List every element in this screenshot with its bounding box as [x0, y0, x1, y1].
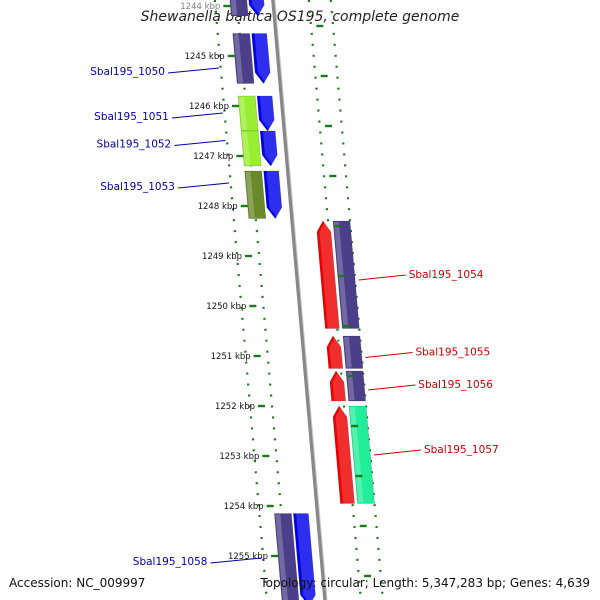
Sbal195_1056-gene-arrow[interactable]: [329, 370, 349, 402]
feature-label-Sbal195_1056[interactable]: Sbal195_1056: [418, 379, 493, 391]
Sbal195_1055-homolog-block: [342, 335, 364, 369]
left-outer-guide: [213, 0, 268, 600]
label-leader-line: [373, 449, 421, 456]
accession-label: Accession: NC_009997: [9, 576, 146, 590]
feature-Sbal195_1051[interactable]: [237, 95, 277, 132]
feature-label-Sbal195_1052[interactable]: Sbal195_1052: [97, 139, 172, 151]
feature-gene-top[interactable]: [228, 0, 267, 17]
feature-label-Sbal195_1058[interactable]: Sbal195_1058: [133, 556, 208, 568]
Sbal195_1054-gene-arrow[interactable]: [316, 220, 342, 329]
feature-label-Sbal195_1053[interactable]: Sbal195_1053: [100, 181, 175, 193]
backbone: [271, 0, 328, 600]
tick-label: 1250 kbp: [206, 302, 246, 312]
Sbal195_1057-gene-arrow[interactable]: [332, 405, 358, 504]
label-leader-line: [177, 182, 229, 189]
right-inner-guide: [307, 0, 362, 600]
tick-label: 1247 kbp: [193, 152, 233, 162]
tick-label: 1246 kbp: [189, 102, 229, 112]
feature-Sbal195_1056[interactable]: [329, 370, 366, 402]
Sbal195_1050-gene-arrow[interactable]: [251, 33, 273, 85]
tick-label: 1249 kbp: [202, 252, 242, 262]
Sbal195_1058-gene-arrow[interactable]: [293, 513, 319, 600]
label-leader-line: [174, 140, 226, 146]
tick-label: 1252 kbp: [215, 402, 255, 412]
scale-ticks: 1244 kbp 1245 kbp 1246 kbp 1247 kbp 1248 kbp…: [180, 2, 372, 578]
map-title: Shewanella baltica OS195, complete genom…: [140, 9, 460, 25]
feature-Sbal195_1053[interactable]: [244, 170, 285, 220]
tick-label: 1245 kbp: [185, 52, 225, 62]
feature-Sbal195_1052[interactable]: [240, 130, 280, 167]
Sbal195_1057-homolog-block: [348, 405, 375, 504]
feature-Sbal195_1050[interactable]: [232, 33, 273, 85]
label-leader-line: [368, 384, 416, 391]
feature-label-Sbal195_1057[interactable]: Sbal195_1057: [424, 444, 499, 456]
backbone-line: [271, 0, 327, 600]
feature-Sbal195_1054[interactable]: [316, 220, 360, 329]
Sbal195_1053-gene-arrow[interactable]: [263, 170, 285, 220]
tick-label: 1253 kbp: [219, 452, 259, 462]
label-leader-line: [365, 352, 413, 358]
genome-summary: Topology: circular; Length: 5,347,283 bp…: [260, 576, 590, 590]
feature-label-Sbal195_1054[interactable]: Sbal195_1054: [409, 269, 484, 281]
Sbal195_1050-homolog-block: [232, 33, 255, 84]
feature-label-Sbal195_1050[interactable]: Sbal195_1050: [90, 66, 165, 78]
label-leader-line: [358, 274, 406, 281]
Sbal195_1051-gene-arrow[interactable]: [256, 95, 277, 132]
tick-label: 1255 kbp: [228, 552, 268, 562]
label-leader-line: [210, 557, 262, 564]
tick-label: 1251 kbp: [211, 352, 251, 362]
Sbal195_1054-homolog-block: [332, 220, 360, 329]
features: [228, 0, 375, 600]
label-leader-line: [167, 67, 220, 74]
feature-Sbal195_1058[interactable]: [274, 513, 319, 600]
feature-label-Sbal195_1051[interactable]: Sbal195_1051: [94, 111, 169, 123]
Sbal195_1052-gene-arrow[interactable]: [259, 130, 280, 167]
feature-labels: Sbal195_1050 Sbal195_1051 Sbal195_1052 Sbal…: [90, 66, 498, 568]
Sbal195_1058-homolog-block: [274, 513, 300, 600]
Sbal195_1051-homolog-block: [237, 95, 259, 132]
tick-label: 1244 kbp: [180, 2, 220, 12]
gene-top-homolog-block: [229, 0, 249, 17]
label-leader-line: [171, 112, 223, 119]
feature-label-Sbal195_1055[interactable]: Sbal195_1055: [415, 347, 490, 359]
tick-label: 1248 kbp: [198, 202, 238, 212]
feature-Sbal195_1057[interactable]: [332, 405, 375, 504]
gene-top-gene-arrow[interactable]: [247, 0, 267, 17]
Sbal195_1056-homolog-block: [345, 370, 366, 402]
Sbal195_1052-homolog-block: [240, 130, 262, 167]
right-outer-guide: [329, 0, 384, 600]
feature-Sbal195_1055[interactable]: [326, 335, 364, 369]
Sbal195_1053-homolog-block: [244, 170, 267, 219]
Sbal195_1055-gene-arrow[interactable]: [326, 335, 346, 369]
tick-label: 1254 kbp: [224, 502, 264, 512]
